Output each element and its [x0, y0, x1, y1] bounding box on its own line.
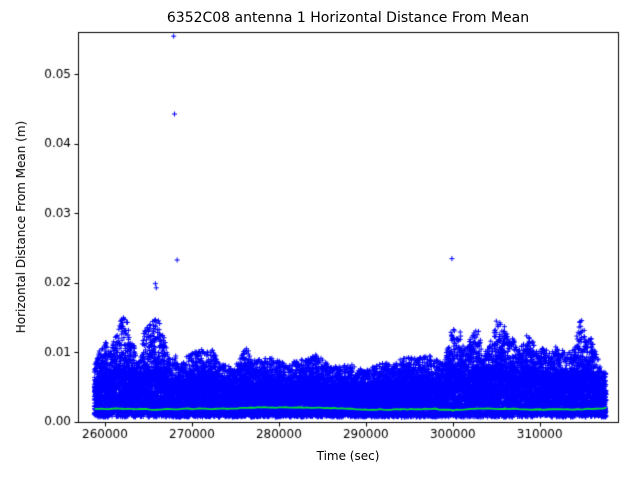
x-axis-label: Time (sec) — [316, 449, 380, 463]
chart-title: 6352C08 antenna 1 Horizontal Distance Fr… — [166, 10, 530, 26]
y-axis-label: Horizontal Distance From Mean (m) — [14, 120, 28, 334]
